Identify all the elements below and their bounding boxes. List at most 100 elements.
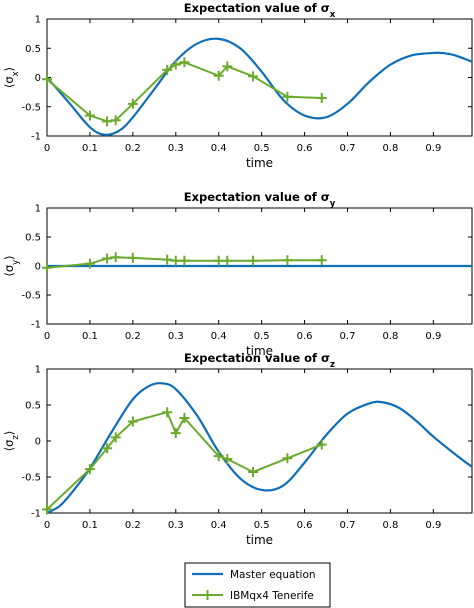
y-tick-label: 0.5 xyxy=(25,401,41,412)
data-point-ibmqx4 xyxy=(179,255,190,266)
y-tick-label: -1 xyxy=(31,509,41,520)
y-tick-label: -0.5 xyxy=(21,291,41,302)
data-point-ibmqx4 xyxy=(162,64,173,75)
data-point-ibmqx4 xyxy=(222,61,233,72)
y-tick-label: -1 xyxy=(31,132,41,143)
x-tick-label: 0.7 xyxy=(340,520,356,531)
data-point-ibmqx4 xyxy=(42,262,52,273)
series-line-master-equation xyxy=(47,37,472,136)
data-point-ibmqx4 xyxy=(127,98,138,109)
x-tick-label: 0.4 xyxy=(211,143,227,154)
x-tick-label: 0.2 xyxy=(125,331,141,342)
plot-frame xyxy=(46,18,473,137)
x-tick-label: 0.5 xyxy=(254,143,270,154)
data-point-ibmqx4 xyxy=(248,255,259,266)
x-tick-label: 0.7 xyxy=(340,143,356,154)
chart-title: Expectation value of σz xyxy=(184,351,335,370)
x-tick-label: 0.9 xyxy=(425,331,441,342)
y-tick-label: 0 xyxy=(35,262,41,273)
y-tick-label: -0.5 xyxy=(21,473,41,484)
data-point-ibmqx4 xyxy=(222,454,233,464)
data-point-ibmqx4 xyxy=(248,466,259,477)
y-tick-label: 1 xyxy=(35,365,41,376)
x-axis-label: time xyxy=(246,344,273,358)
data-point-ibmqx4 xyxy=(282,91,293,102)
x-tick-label: 0.6 xyxy=(297,520,313,531)
chart-panel-3: Expectation value of σz -1 -0.5 0 0.5 1 0 0.1 0.… xyxy=(2,351,473,547)
plot-frame xyxy=(46,368,473,514)
y-tick-label: 1 xyxy=(35,15,41,26)
x-tick-label: 0.8 xyxy=(382,331,398,342)
x-tick-label: 0.9 xyxy=(425,143,441,154)
data-point-ibmqx4 xyxy=(110,432,121,443)
data-point-ibmqx4 xyxy=(42,74,52,85)
data-point-ibmqx4 xyxy=(170,255,181,266)
x-tick-label: 0.4 xyxy=(211,331,227,342)
y-tick-label: -0.5 xyxy=(21,102,41,113)
x-tick-label: 0.2 xyxy=(125,520,141,531)
data-point-ibmqx4 xyxy=(127,252,138,263)
x-axis-label: time xyxy=(246,533,273,547)
data-point-ibmqx4 xyxy=(213,255,224,266)
x-tick-label: 0 xyxy=(44,520,50,531)
x-tick-label: 0.4 xyxy=(211,520,227,531)
y-axis-label: ⟨σx⟩ xyxy=(2,67,21,88)
data-point-ibmqx4 xyxy=(102,253,113,264)
data-point-ibmqx4 xyxy=(179,57,190,68)
data-point-ibmqx4 xyxy=(316,439,327,450)
y-tick-label: -1 xyxy=(31,320,41,331)
series-line-master-equation xyxy=(47,382,472,513)
data-point-ibmqx4 xyxy=(170,428,181,439)
x-tick-label: 0.3 xyxy=(168,331,184,342)
legend-box xyxy=(184,562,331,608)
x-tick-label: 0.8 xyxy=(382,520,398,531)
data-point-ibmqx4 xyxy=(222,255,233,266)
x-tick-label: 0.3 xyxy=(168,143,184,154)
x-tick-label: 0.9 xyxy=(425,520,441,531)
data-point-ibmqx4 xyxy=(127,416,138,427)
x-tick-label: 0.6 xyxy=(297,331,313,342)
data-point-ibmqx4 xyxy=(248,71,259,82)
y-tick-label: 0 xyxy=(35,437,41,448)
data-point-ibmqx4 xyxy=(84,464,95,475)
x-tick-label: 0 xyxy=(44,143,50,154)
chart-title: Expectation value of σy xyxy=(184,190,336,209)
x-tick-label: 0.7 xyxy=(340,331,356,342)
x-tick-label: 0.5 xyxy=(254,331,270,342)
x-tick-label: 0.1 xyxy=(82,520,98,531)
chart-panel-1: Expectation value of σx -1 -0.5 0 0.5 1 0 0.1 0.… xyxy=(2,1,473,170)
x-tick-label: 0 xyxy=(44,331,50,342)
data-point-ibmqx4 xyxy=(213,451,224,462)
y-axis-label: ⟨σz⟩ xyxy=(2,431,21,452)
x-axis-label: time xyxy=(246,156,273,170)
chart-panel-2: Expectation value of σy -1 -0.5 0 0.5 1 0 0.1 0.… xyxy=(2,190,473,358)
x-tick-label: 0.8 xyxy=(382,143,398,154)
data-point-ibmqx4 xyxy=(42,504,52,515)
data-point-ibmqx4 xyxy=(282,255,293,266)
data-point-ibmqx4 xyxy=(179,412,190,423)
data-point-ibmqx4 xyxy=(84,258,95,269)
legend-label-ibmqx4: IBMqx4 Tenerife xyxy=(230,590,314,602)
legend-marker-plus xyxy=(202,590,213,600)
data-point-ibmqx4 xyxy=(102,443,113,454)
series-line-ibmqx4 xyxy=(47,411,323,511)
y-tick-label: 0.5 xyxy=(25,233,41,244)
data-point-ibmqx4 xyxy=(110,252,121,263)
legend-label-master-equation: Master equation xyxy=(230,569,316,581)
x-tick-label: 0.2 xyxy=(125,143,141,154)
data-point-ibmqx4 xyxy=(170,59,181,70)
data-point-ibmqx4 xyxy=(102,116,113,127)
data-point-ibmqx4 xyxy=(316,255,327,266)
data-point-ibmqx4 xyxy=(282,453,293,464)
data-point-ibmqx4 xyxy=(213,70,224,81)
x-tick-label: 0.1 xyxy=(82,143,98,154)
y-tick-label: 0 xyxy=(35,73,41,84)
series-line-ibmqx4 xyxy=(47,61,322,123)
data-point-ibmqx4 xyxy=(84,110,95,121)
data-point-ibmqx4 xyxy=(316,92,327,103)
data-point-ibmqx4 xyxy=(162,254,173,265)
chart-title: Expectation value of σx xyxy=(184,1,336,20)
x-tick-label: 0.3 xyxy=(168,520,184,531)
x-tick-label: 0.6 xyxy=(297,143,313,154)
